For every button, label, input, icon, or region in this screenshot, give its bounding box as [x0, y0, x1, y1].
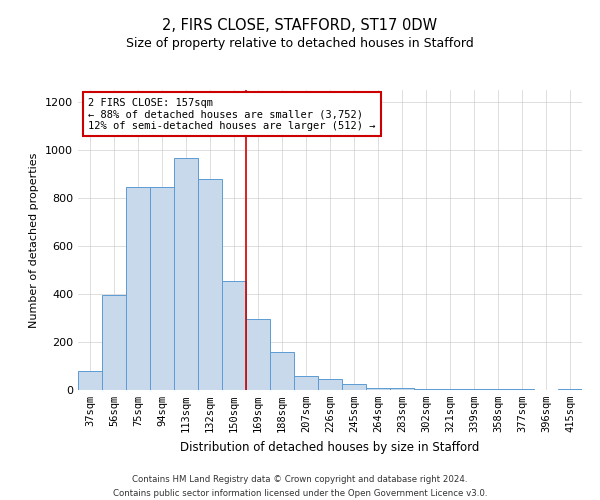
Bar: [174, 158, 198, 390]
Bar: [294, 376, 318, 390]
Text: Size of property relative to detached houses in Stafford: Size of property relative to detached ho…: [126, 38, 474, 51]
Bar: [486, 389, 510, 390]
Text: 2, FIRS CLOSE, STAFFORD, ST17 0DW: 2, FIRS CLOSE, STAFFORD, ST17 0DW: [163, 18, 437, 32]
Bar: [102, 295, 126, 390]
Bar: [366, 388, 390, 390]
Bar: [390, 388, 414, 390]
Text: Contains HM Land Registry data © Crown copyright and database right 2024.
Contai: Contains HM Land Registry data © Crown c…: [113, 476, 487, 498]
Bar: [414, 389, 438, 390]
Text: 2 FIRS CLOSE: 157sqm
← 88% of detached houses are smaller (3,752)
12% of semi-de: 2 FIRS CLOSE: 157sqm ← 88% of detached h…: [88, 98, 376, 130]
Bar: [222, 281, 246, 390]
Bar: [126, 187, 150, 390]
Bar: [150, 187, 174, 390]
Bar: [270, 352, 294, 390]
Bar: [246, 319, 270, 390]
Bar: [78, 371, 102, 390]
Bar: [342, 384, 366, 390]
Bar: [198, 179, 222, 390]
Bar: [438, 389, 462, 390]
Bar: [558, 389, 582, 390]
X-axis label: Distribution of detached houses by size in Stafford: Distribution of detached houses by size …: [181, 440, 479, 454]
Bar: [510, 389, 534, 390]
Bar: [462, 389, 486, 390]
Bar: [318, 379, 342, 390]
Y-axis label: Number of detached properties: Number of detached properties: [29, 152, 40, 328]
